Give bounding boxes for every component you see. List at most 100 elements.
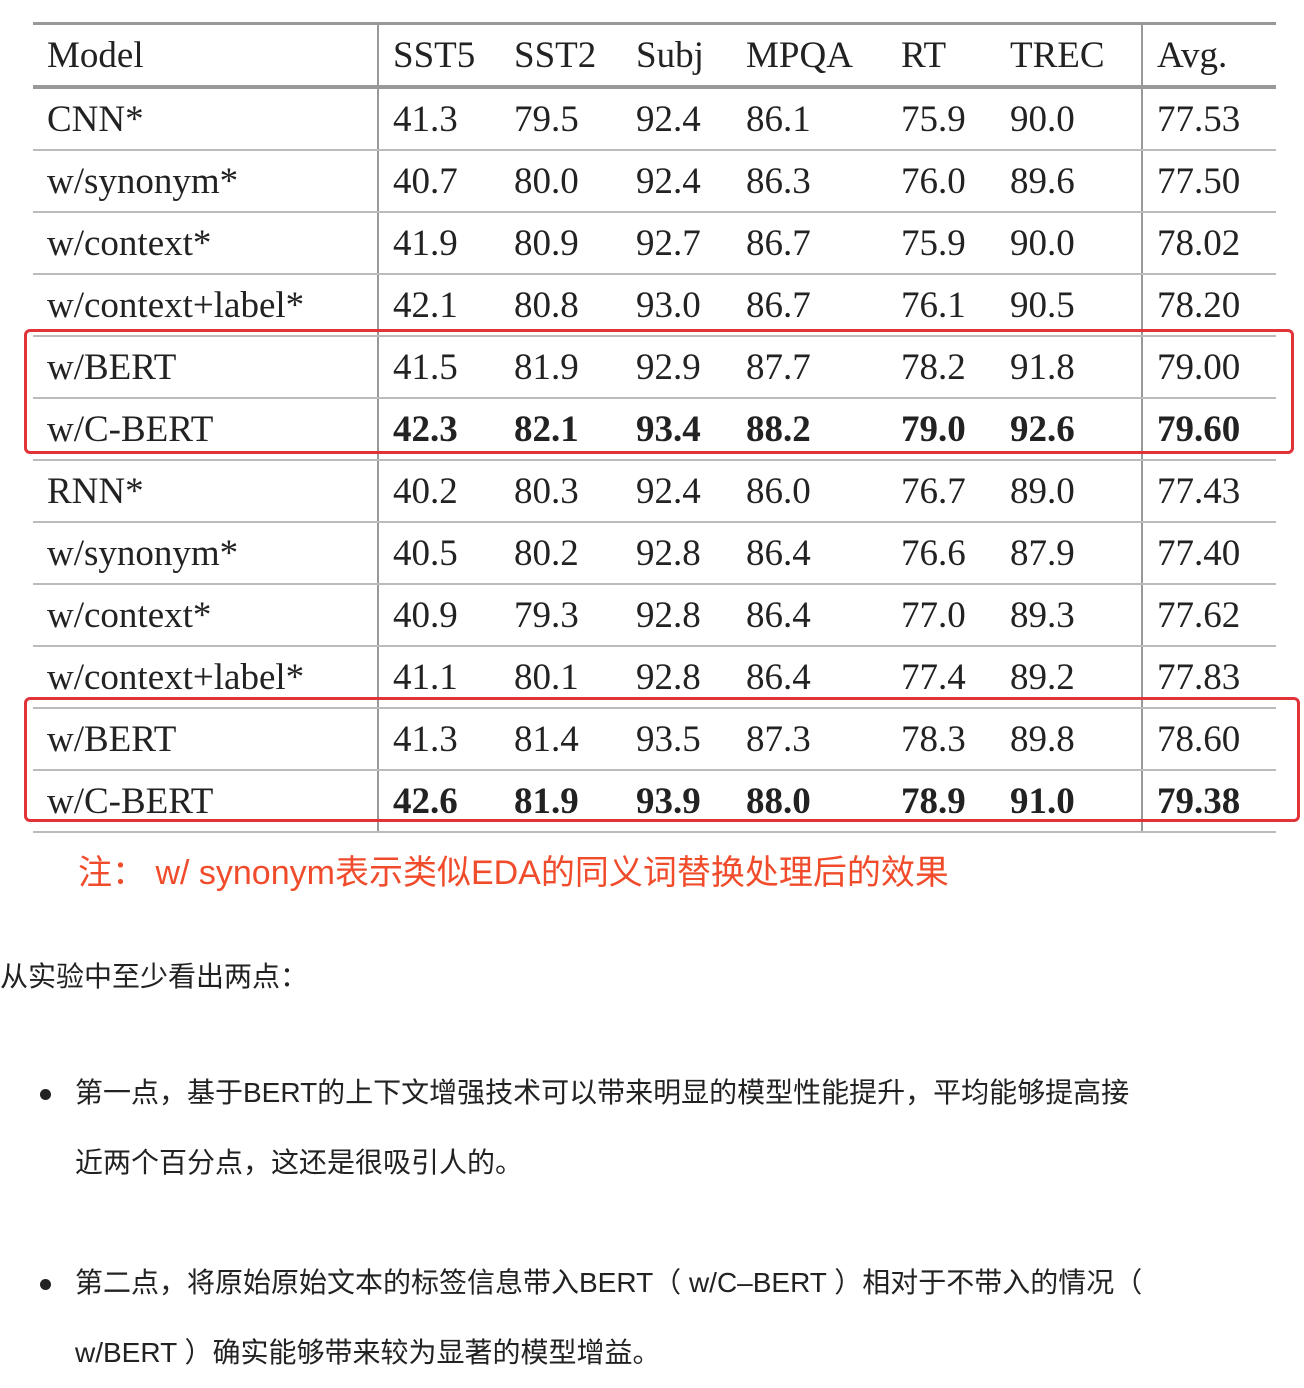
score-cell: 76.7 (887, 460, 996, 523)
bullet-line: 近两个百分点，这还是很吸引人的。 (75, 1147, 524, 1178)
table-row: w/C-BERT 42.6 81.9 93.9 88.0 78.9 91.0 79.38 (33, 770, 1276, 833)
bullet-icon (40, 1089, 51, 1100)
score-cell: 86.7 (732, 212, 887, 275)
score-cell: 75.9 (887, 87, 996, 151)
table-row: w/context+label* 42.1 80.8 93.0 86.7 76.1 90.5… (33, 274, 1276, 337)
score-cell: 91.0 (996, 770, 1142, 833)
score-cell: 87.7 (732, 336, 887, 399)
score-cell: 89.3 (996, 584, 1142, 647)
table-row: w/context* 40.9 79.3 92.8 86.4 77.0 89.3 77.62 (33, 584, 1276, 647)
table-row: w/synonym* 40.7 80.0 92.4 86.3 76.0 89.6 77.50 (33, 150, 1276, 213)
score-cell: 92.8 (622, 522, 732, 585)
score-cell: 40.2 (377, 460, 500, 523)
score-cell: 80.2 (500, 522, 622, 585)
score-cell: 92.9 (622, 336, 732, 399)
score-cell: 80.0 (500, 150, 622, 213)
column-header: TREC (996, 22, 1142, 89)
score-cell: 79.3 (500, 584, 622, 647)
score-cell: 87.3 (732, 708, 887, 771)
column-header: RT (887, 22, 996, 89)
model-name-cell: w/context* (33, 584, 378, 647)
score-cell: 42.1 (377, 274, 500, 337)
score-cell: 93.5 (622, 708, 732, 771)
table-row: w/context* 41.9 80.9 92.7 86.7 75.9 90.0 78.02 (33, 212, 1276, 275)
score-cell: 81.9 (500, 770, 622, 833)
score-cell: 88.0 (732, 770, 887, 833)
column-header: Subj (622, 22, 732, 89)
score-cell: 92.7 (622, 212, 732, 275)
score-cell: 40.9 (377, 584, 500, 647)
model-name-cell: w/BERT (33, 708, 378, 771)
bullet-item-2: 第二点，将原始原始文本的标签信息带入BERT（ w/C–BERT ）相对于不带入… (75, 1248, 1285, 1388)
model-name-cell: w/C-BERT (33, 770, 378, 833)
score-cell: 41.5 (377, 336, 500, 399)
score-cell: 88.2 (732, 398, 887, 461)
score-cell: 76.1 (887, 274, 996, 337)
score-cell: 82.1 (500, 398, 622, 461)
model-name-cell: w/context+label* (33, 274, 378, 337)
score-cell: 80.9 (500, 212, 622, 275)
bullet-item-1: 第一点，基于BERT的上下文增强技术可以带来明显的模型性能提升，平均能够提高接 … (75, 1058, 1285, 1198)
score-cell: 92.4 (622, 460, 732, 523)
score-cell: 77.53 (1141, 87, 1276, 151)
score-cell: 81.4 (500, 708, 622, 771)
model-name-cell: CNN* (33, 87, 378, 151)
score-cell: 81.9 (500, 336, 622, 399)
score-cell: 93.0 (622, 274, 732, 337)
results-table: Model SST5 SST2 Subj MPQA RT TREC Avg. CNN* 41.3… (33, 22, 1276, 833)
score-cell: 86.0 (732, 460, 887, 523)
score-cell: 80.8 (500, 274, 622, 337)
score-cell: 92.6 (996, 398, 1142, 461)
score-cell: 78.3 (887, 708, 996, 771)
bullet-line: 第二点，将原始原始文本的标签信息带入BERT（ w/C–BERT ）相对于不带入… (75, 1267, 1143, 1298)
model-name-cell: w/context+label* (33, 646, 378, 709)
score-cell: 86.7 (732, 274, 887, 337)
score-cell: 92.4 (622, 87, 732, 151)
score-cell: 92.8 (622, 584, 732, 647)
score-cell: 79.60 (1141, 398, 1276, 461)
column-header: SST2 (500, 22, 622, 89)
score-cell: 89.0 (996, 460, 1142, 523)
score-cell: 41.9 (377, 212, 500, 275)
score-cell: 86.4 (732, 522, 887, 585)
score-cell: 41.3 (377, 708, 500, 771)
score-cell: 40.5 (377, 522, 500, 585)
table-row: w/BERT 41.5 81.9 92.9 87.7 78.2 91.8 79.00 (33, 336, 1276, 399)
score-cell: 40.7 (377, 150, 500, 213)
score-cell: 80.3 (500, 460, 622, 523)
score-cell: 42.3 (377, 398, 500, 461)
score-cell: 89.6 (996, 150, 1142, 213)
score-cell: 77.43 (1141, 460, 1276, 523)
bullet-line: w/BERT ）确实能够带来较为显著的模型增益。 (75, 1337, 661, 1368)
score-cell: 77.62 (1141, 584, 1276, 647)
highlight-box-cnn-bert (24, 329, 1294, 454)
score-cell: 77.0 (887, 584, 996, 647)
table-row: w/BERT 41.3 81.4 93.5 87.3 78.3 89.8 78.60 (33, 708, 1276, 771)
score-cell: 78.2 (887, 336, 996, 399)
score-cell: 79.0 (887, 398, 996, 461)
table-row: w/C-BERT 42.3 82.1 93.4 88.2 79.0 92.6 79.60 (33, 398, 1276, 461)
score-cell: 75.9 (887, 212, 996, 275)
column-header: Avg. (1141, 22, 1276, 89)
score-cell: 78.02 (1141, 212, 1276, 275)
bullet-icon (40, 1279, 51, 1290)
score-cell: 41.3 (377, 87, 500, 151)
score-cell: 90.0 (996, 87, 1142, 151)
model-name-cell: w/BERT (33, 336, 378, 399)
model-name-cell: RNN* (33, 460, 378, 523)
intro-paragraph: 从实验中至少看出两点： (0, 961, 309, 992)
bullet-line: 第一点，基于BERT的上下文增强技术可以带来明显的模型性能提升，平均能够提高接 (75, 1077, 1130, 1108)
model-name-cell: w/synonym* (33, 150, 378, 213)
score-cell: 90.0 (996, 212, 1142, 275)
score-cell: 93.9 (622, 770, 732, 833)
table-header-row: Model SST5 SST2 Subj MPQA RT TREC Avg. (33, 22, 1276, 89)
score-cell: 86.1 (732, 87, 887, 151)
score-cell: 79.38 (1141, 770, 1276, 833)
score-cell: 78.9 (887, 770, 996, 833)
score-cell: 91.8 (996, 336, 1142, 399)
highlight-box-rnn-bert (24, 697, 1300, 822)
column-header: Model (33, 22, 378, 89)
score-cell: 79.5 (500, 87, 622, 151)
score-cell: 42.6 (377, 770, 500, 833)
score-cell: 76.6 (887, 522, 996, 585)
